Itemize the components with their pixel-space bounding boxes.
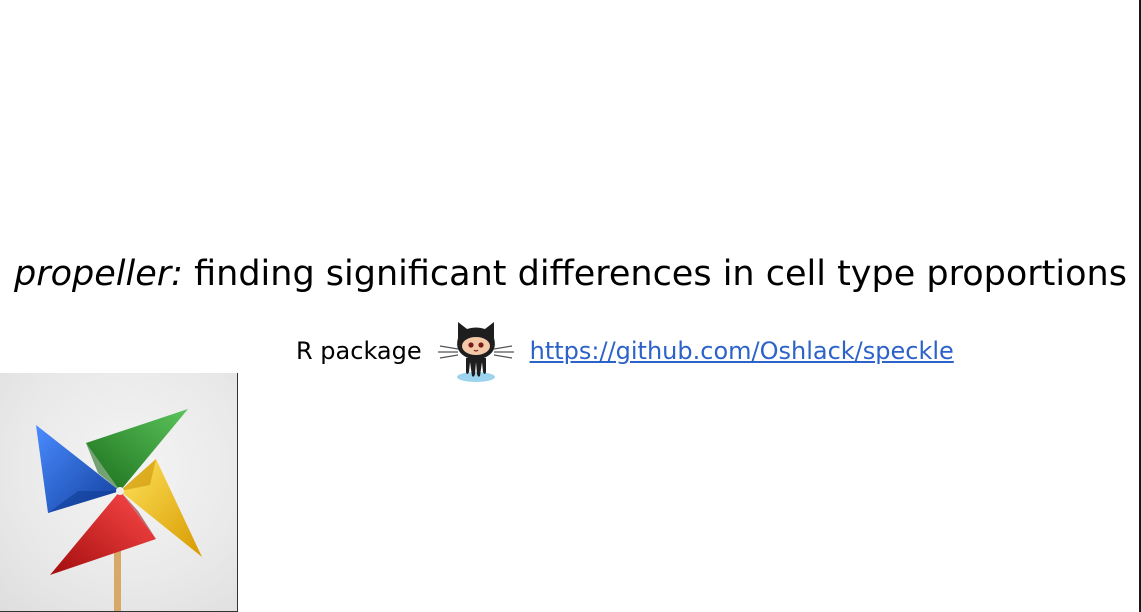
- slide-right-edge: [1139, 0, 1141, 612]
- github-octocat-icon: [437, 322, 514, 382]
- r-package-label: R package: [296, 337, 422, 365]
- package-name: propeller:: [14, 254, 183, 294]
- pinwheel-logo: [0, 373, 238, 612]
- title-text: finding significant differences in cell …: [182, 254, 1127, 294]
- package-line: R package https://github.com/Oshlack/spe…: [296, 316, 954, 386]
- slide-title: propeller: finding significant differenc…: [0, 246, 1141, 302]
- github-repo-link[interactable]: https://github.com/Oshlack/speckle: [529, 337, 954, 365]
